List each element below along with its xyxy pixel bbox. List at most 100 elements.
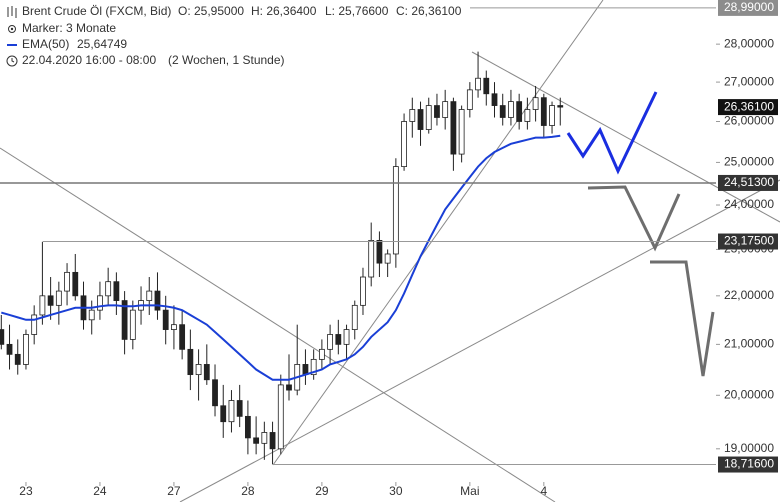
candle-body xyxy=(327,334,334,350)
level-label: 24,51300 xyxy=(724,175,774,189)
legend: Brent Crude Öl (FXCM, Bid) O: 25,95000 H… xyxy=(0,0,470,70)
candle-body xyxy=(47,295,54,306)
candle-body xyxy=(39,295,46,316)
candle-body xyxy=(220,405,227,423)
candle-body xyxy=(540,97,547,126)
y-tick-label: 22,00000 xyxy=(724,288,774,302)
candle-body xyxy=(113,281,120,301)
x-tick-label: 30 xyxy=(389,484,403,498)
candle-body xyxy=(179,324,186,350)
candle-body xyxy=(171,324,177,330)
level-box xyxy=(718,99,778,116)
clock-icon xyxy=(6,55,18,67)
y-tick-label: 28,00000 xyxy=(724,36,774,50)
candle-body xyxy=(532,97,539,110)
candle-body xyxy=(417,109,424,130)
candle-body xyxy=(466,89,473,110)
close: C: 26,36100 xyxy=(396,4,462,18)
candle-body xyxy=(14,353,21,365)
level-label: 26,36100 xyxy=(724,99,774,113)
x-tick-label: 28 xyxy=(241,484,255,498)
candle-body xyxy=(491,93,498,106)
candle-body xyxy=(253,437,260,444)
candle-body xyxy=(64,271,70,292)
candle-body xyxy=(121,300,128,340)
candle-body xyxy=(409,109,416,122)
y-tick-label: 25,00000 xyxy=(724,155,774,169)
y-tick-label: 27,00000 xyxy=(724,74,774,88)
ema-name: EMA(50) xyxy=(22,37,69,51)
candle-body xyxy=(434,105,440,118)
ema-value: 25,64749 xyxy=(77,37,127,51)
y-tick-label: 19,00000 xyxy=(724,441,774,455)
candle-body xyxy=(425,105,432,130)
ohlc-icon xyxy=(7,6,17,18)
candle-body xyxy=(97,295,103,311)
open: O: 25,95000 xyxy=(178,4,244,18)
level-box xyxy=(718,456,778,473)
candle-body xyxy=(129,309,136,340)
candle-body xyxy=(524,109,531,122)
x-tick-label: 4 xyxy=(540,484,547,498)
candle-body xyxy=(401,121,407,167)
trend-line xyxy=(0,147,556,502)
candle-body xyxy=(0,329,5,345)
level-box xyxy=(718,174,778,191)
candle-body xyxy=(146,290,153,301)
y-tick-label: 26,00000 xyxy=(724,114,774,128)
trend-line xyxy=(471,51,780,223)
y-tick-label: 20,00000 xyxy=(724,387,774,401)
level-box xyxy=(718,233,778,250)
candle-body xyxy=(244,415,251,439)
forecast-path xyxy=(587,185,681,252)
x-tick-label: 29 xyxy=(315,484,329,498)
candle-body xyxy=(195,364,202,376)
candle-body xyxy=(549,105,555,126)
candle-body xyxy=(228,400,235,423)
trend-line xyxy=(272,0,604,466)
candle-body xyxy=(88,309,95,321)
levels: 28,99000 26,36100 24,51300 23,17500 18,71600 xyxy=(0,0,778,473)
marker-icon xyxy=(10,27,14,31)
forecast-path xyxy=(650,260,715,377)
level-label: 18,71600 xyxy=(724,457,774,471)
candle-body xyxy=(162,309,169,330)
candle-body xyxy=(351,304,358,330)
candle-body xyxy=(508,101,514,118)
candle-body xyxy=(335,334,342,345)
x-tick-label: 27 xyxy=(167,484,181,498)
drawings xyxy=(566,91,715,377)
marker-icon xyxy=(8,25,16,33)
forecast-path xyxy=(566,91,658,175)
clock-icon xyxy=(11,58,15,63)
x-tick-label: 23 xyxy=(19,484,33,498)
candle-body xyxy=(72,271,79,297)
level-label: 28,99000 xyxy=(724,0,774,14)
ema-line xyxy=(1,134,561,381)
candle-body xyxy=(368,239,375,278)
interval: (2 Wochen, 1 Stunde) xyxy=(168,53,285,67)
candle-body xyxy=(55,290,62,306)
candle-body xyxy=(269,432,276,450)
high: H: 26,36400 xyxy=(251,4,317,18)
candle-body xyxy=(187,348,194,376)
y-tick-label: 21,00000 xyxy=(724,337,774,351)
candle-body xyxy=(516,101,523,122)
candle-body xyxy=(557,105,564,108)
candle-body xyxy=(31,314,38,335)
level-box xyxy=(718,0,778,16)
level-label: 23,17500 xyxy=(724,234,774,248)
marker: Marker: 3 Monate xyxy=(22,21,116,35)
x-tick-label: Mai xyxy=(460,484,479,498)
candle-body xyxy=(277,384,284,450)
candle-body xyxy=(105,281,112,297)
legend-bg xyxy=(0,0,470,70)
candle-body xyxy=(261,432,268,444)
candle-body xyxy=(483,77,490,95)
candle-body xyxy=(212,379,218,407)
candle-body xyxy=(458,109,465,155)
plot: 19,0000020,0000021,0000022,0000023,00000… xyxy=(0,36,774,498)
candle-body xyxy=(450,101,457,155)
